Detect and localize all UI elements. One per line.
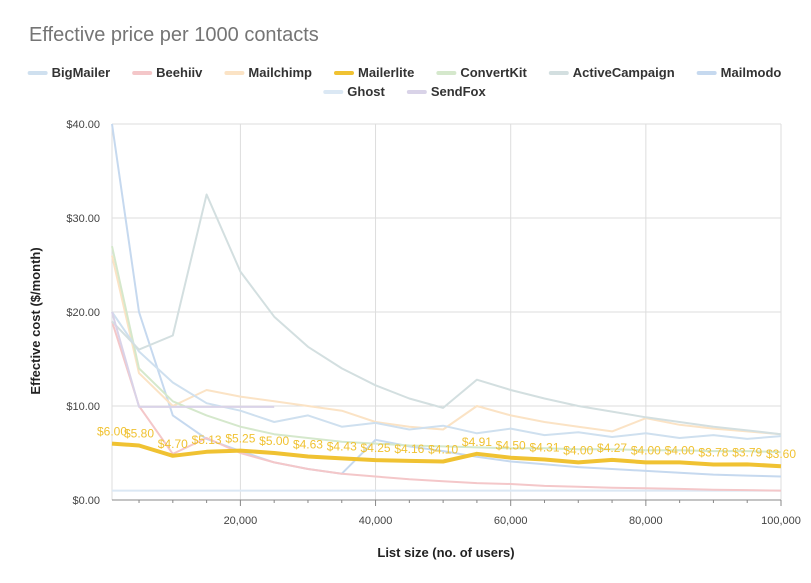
chart-legend[interactable]: BigMailer Beehiiv Mailchimp Mailerlite Conve…: [27, 65, 782, 99]
series-line-sendfox[interactable]: [111, 311, 275, 408]
data-label: $4.50: [496, 439, 526, 453]
y-tick-label: $0.00: [72, 495, 100, 507]
legend-item-mailmodo[interactable]: Mailmodo: [696, 65, 782, 80]
legend-label: Mailerlite: [358, 65, 414, 80]
legend-label: ConvertKit: [460, 65, 527, 80]
data-label: $4.00: [665, 443, 695, 457]
series-lines: [111, 123, 782, 492]
series-line-mailchimp[interactable]: [111, 255, 782, 436]
x-tick-label: 20,000: [224, 515, 258, 527]
data-label: $4.00: [631, 443, 661, 457]
legend-label: Ghost: [347, 84, 385, 99]
data-label: $4.16: [394, 442, 424, 456]
data-label: $5.00: [259, 434, 289, 448]
legend-item-sendfox[interactable]: SendFox: [406, 84, 487, 99]
legend-item-ghost[interactable]: Ghost: [323, 84, 385, 99]
y-tick-label: $20.00: [66, 307, 100, 319]
data-label: $3.60: [766, 447, 796, 461]
data-label: $4.43: [327, 439, 357, 453]
chart-axes: $0.00 $10.00 $20.00 $30.00 $40.00 20,000 40,00…: [66, 119, 801, 527]
legend-label: Mailchimp: [248, 65, 312, 80]
y-tick-label: $40.00: [66, 119, 100, 131]
legend-label: ActiveCampaign: [573, 65, 675, 80]
data-label: $4.70: [158, 437, 188, 451]
data-label: $3.79: [732, 445, 762, 459]
series-line-mailerlite[interactable]: [111, 441, 782, 469]
data-label: $6.00: [97, 425, 127, 439]
data-label: $4.31: [529, 440, 559, 454]
legend-label: BigMailer: [52, 65, 111, 80]
series-line-mailmodo[interactable]: [111, 123, 782, 478]
data-label: $5.80: [124, 426, 154, 440]
x-axis-title: List size (no. of users): [377, 545, 514, 560]
x-tick-label: 100,000: [761, 515, 801, 527]
data-labels: $6.00$5.80 $4.70 $5.13 $5.25 $5.00 $4.63 $4.43…: [97, 425, 796, 462]
data-label: $4.63: [293, 437, 323, 451]
data-label: $4.00: [563, 443, 593, 457]
data-label: $5.25: [225, 432, 255, 446]
series-line-bigmailer[interactable]: [111, 311, 782, 440]
x-tick-label: 60,000: [494, 515, 528, 527]
data-label: $4.27: [597, 441, 627, 455]
legend-item-beehiiv[interactable]: Beehiiv: [132, 65, 203, 80]
legend-item-convertkit[interactable]: ConvertKit: [436, 65, 527, 80]
series-line-convertkit[interactable]: [111, 245, 782, 454]
data-label: $3.78: [698, 445, 728, 459]
legend-item-mailchimp[interactable]: Mailchimp: [224, 65, 312, 80]
data-label: $4.25: [361, 441, 391, 455]
legend-label: SendFox: [431, 84, 487, 99]
legend-label: Mailmodo: [721, 65, 782, 80]
series-line-activecampaign[interactable]: [111, 193, 782, 436]
legend-item-activecampaign[interactable]: ActiveCampaign: [548, 65, 675, 80]
x-tick-label: 40,000: [359, 515, 393, 527]
legend-item-bigmailer[interactable]: BigMailer: [27, 65, 111, 80]
y-tick-label: $10.00: [66, 401, 100, 413]
data-label: $4.10: [428, 442, 458, 456]
data-label: $4.91: [462, 435, 492, 449]
y-axis-title: Effective cost ($/month): [28, 247, 43, 394]
legend-label: Beehiiv: [156, 65, 203, 80]
legend-item-mailerlite[interactable]: Mailerlite: [333, 65, 414, 80]
series-line-beehiiv[interactable]: [111, 321, 782, 492]
x-tick-label: 80,000: [629, 515, 663, 527]
chart-title: Effective price per 1000 contacts: [29, 24, 319, 46]
y-tick-label: $30.00: [66, 213, 100, 225]
data-label: $5.13: [192, 433, 222, 447]
